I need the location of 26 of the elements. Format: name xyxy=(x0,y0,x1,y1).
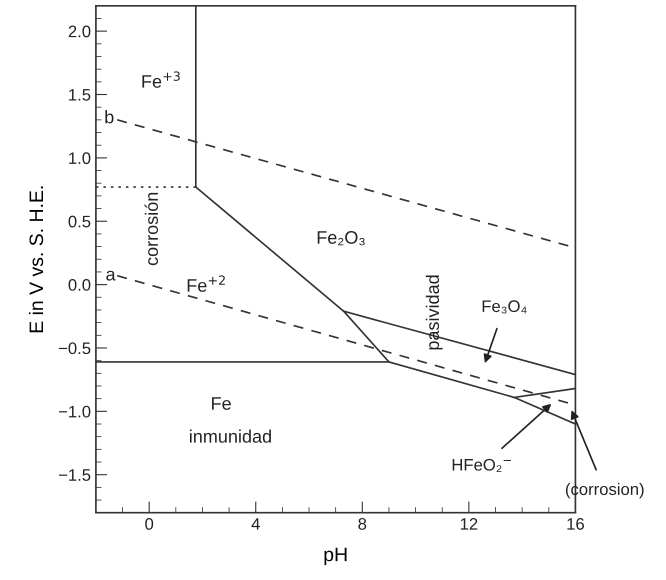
x-tick-label: 8 xyxy=(358,518,366,530)
annotation: Fe₂O₃ xyxy=(318,231,365,246)
annotation: b xyxy=(105,110,114,124)
y-tick-label: 1.5 xyxy=(69,89,90,101)
annotation: HFeO₂$^{−}$ xyxy=(452,458,511,472)
annotation: Fe xyxy=(212,397,231,410)
y-tick-label: 2.0 xyxy=(68,26,90,38)
annotation: pasividad xyxy=(426,276,443,350)
annotation: Fe$^{+3}$ xyxy=(142,71,180,88)
annotation: inmunidad xyxy=(190,430,271,443)
x-tick-label: 0 xyxy=(145,518,154,530)
y-axis-title: E in V vs. S. H.E. xyxy=(28,186,44,332)
x-tick-label: 16 xyxy=(567,518,584,530)
y-tick-label: −1.5 xyxy=(58,469,90,481)
x-tick-label: 4 xyxy=(251,518,260,530)
y-tick-label: 1.0 xyxy=(69,152,90,164)
y-tick-label: 0.0 xyxy=(68,279,90,291)
y-tick-label: 0.5 xyxy=(68,216,90,228)
x-axis-title: pH xyxy=(324,548,347,566)
x-tick-label: 12 xyxy=(460,518,478,530)
annotation: Fe$^{+2}$ xyxy=(188,275,225,292)
annotation: corrosión xyxy=(144,192,158,266)
y-tick-label: −0.5 xyxy=(58,342,90,354)
annotation: Fe₃O₄ xyxy=(482,300,527,314)
annotation: a xyxy=(106,270,116,281)
y-tick-label: −1.0 xyxy=(58,406,90,418)
